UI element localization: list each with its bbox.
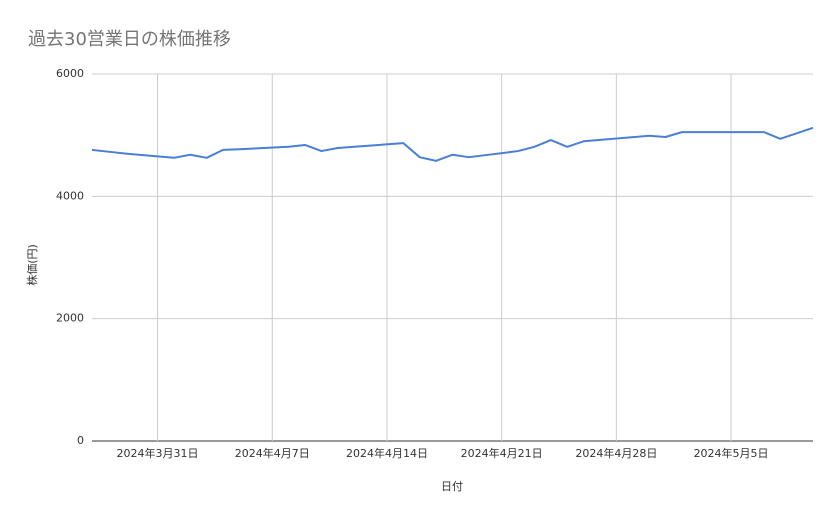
- y-axis-label: 株価(円): [25, 244, 39, 286]
- y-tick-label: 6000: [56, 67, 84, 80]
- x-tick-label: 2024年4月28日: [575, 446, 657, 460]
- data-line: [91, 126, 814, 162]
- y-tick-label: 4000: [56, 189, 84, 202]
- x-tick-label: 2024年4月14日: [346, 446, 428, 460]
- x-tick-label: 2024年4月21日: [461, 446, 543, 460]
- x-tick-label: 2024年5月5日: [694, 446, 769, 460]
- y-tick-label: 2000: [56, 312, 84, 325]
- x-tick-label: 2024年3月31日: [117, 446, 199, 460]
- chart-title: 過去30営業日の株価推移: [28, 29, 231, 50]
- y-tick-label: 0: [77, 434, 84, 447]
- x-tick-label: 2024年4月7日: [235, 446, 310, 460]
- x-axis-label: 日付: [441, 480, 463, 493]
